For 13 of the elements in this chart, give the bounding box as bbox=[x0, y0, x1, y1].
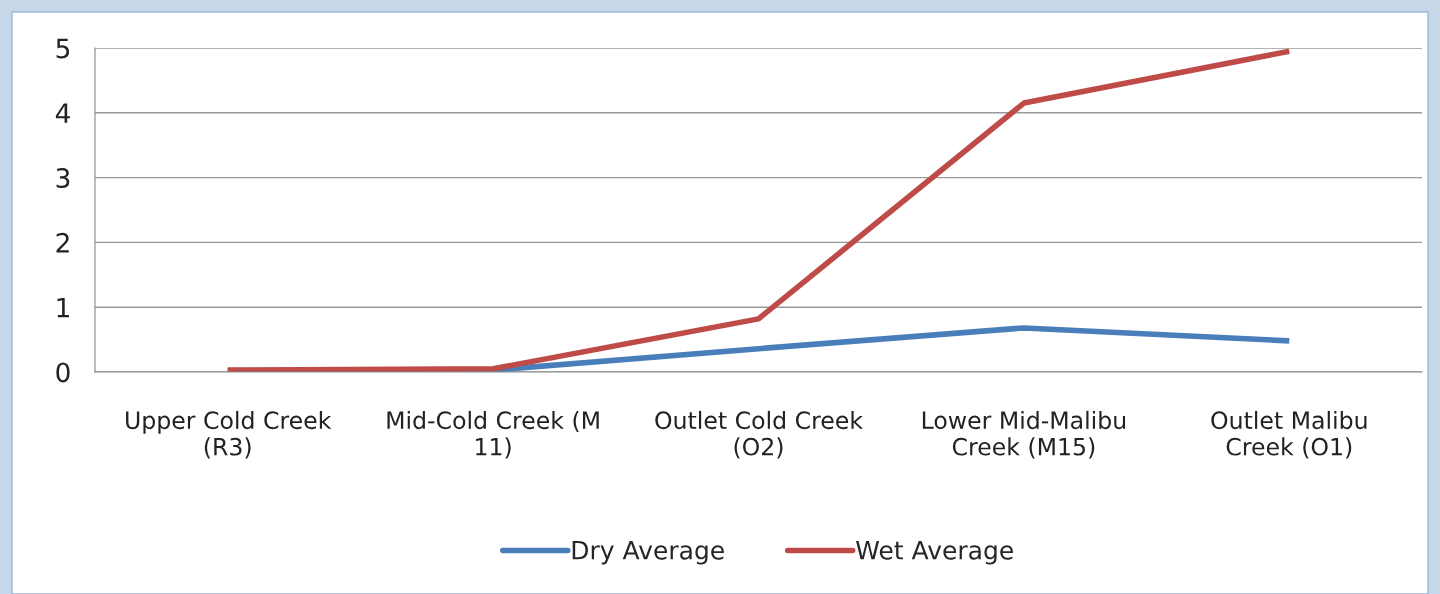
x-tick-label: Mid-Cold Creek (M 11) bbox=[387, 410, 599, 459]
legend-label: Wet Average bbox=[856, 541, 1013, 565]
y-tick-label: 4 bbox=[55, 103, 70, 123]
x-tick-label: Lower Mid-Malibu Creek (M15) bbox=[922, 410, 1126, 459]
y-tick-label: 3 bbox=[56, 168, 70, 188]
y-tick-label: 2 bbox=[56, 232, 69, 253]
x-tick-label: Outlet Cold Creek (O2) bbox=[655, 410, 863, 459]
y-tick-label: 0 bbox=[56, 362, 70, 383]
x-tick-label: Upper Cold Creek (R3) bbox=[126, 410, 332, 459]
legend-label: Dry Average bbox=[572, 541, 724, 565]
y-tick-label: 1 bbox=[57, 297, 69, 318]
y-tick-label: 5 bbox=[56, 38, 70, 59]
x-tick-label: Outlet Malibu Creek (O1) bbox=[1211, 410, 1367, 459]
